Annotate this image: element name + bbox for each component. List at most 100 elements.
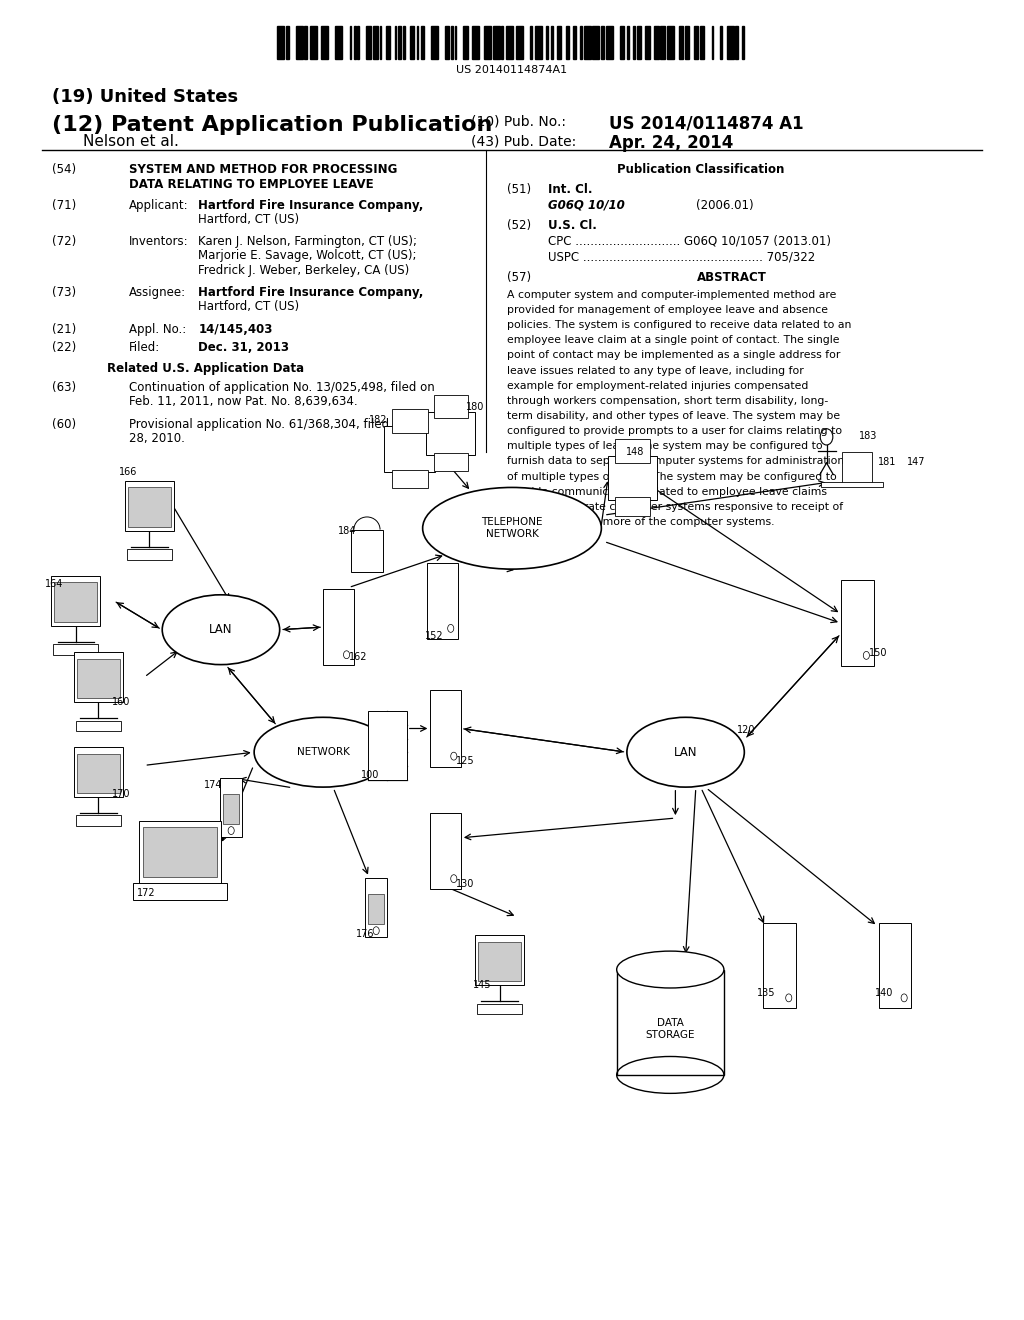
Bar <box>842 451 872 484</box>
Text: G06Q 10/10: G06Q 10/10 <box>548 199 625 213</box>
Bar <box>76 816 121 826</box>
Bar <box>529 26 532 59</box>
Text: Dec. 31, 2013: Dec. 31, 2013 <box>199 342 290 354</box>
Bar <box>223 793 240 824</box>
Ellipse shape <box>423 487 601 569</box>
Bar <box>493 26 500 59</box>
Bar <box>566 26 568 59</box>
Text: Fredrick J. Weber, Berkeley, CA (US): Fredrick J. Weber, Berkeley, CA (US) <box>199 264 410 276</box>
Text: 130: 130 <box>456 879 474 888</box>
Text: Filed:: Filed: <box>129 342 161 354</box>
Text: of multiple types of leave. The system may be configured to: of multiple types of leave. The system m… <box>507 471 837 482</box>
Bar <box>304 26 307 59</box>
Text: data from one or more of the computer systems.: data from one or more of the computer sy… <box>507 517 774 527</box>
Text: (57): (57) <box>507 272 531 284</box>
Text: Related U.S. Application Data: Related U.S. Application Data <box>108 362 304 375</box>
Text: term disability, and other types of leave. The system may be: term disability, and other types of leav… <box>507 411 840 421</box>
Bar <box>721 26 722 59</box>
Text: TELEPHONE
NETWORK: TELEPHONE NETWORK <box>481 517 543 539</box>
Text: 164: 164 <box>45 578 63 589</box>
Text: (19) United States: (19) United States <box>52 88 239 107</box>
Text: provided for management of employee leave and absence: provided for management of employee leav… <box>507 305 827 315</box>
Text: Hartford, CT (US): Hartford, CT (US) <box>199 214 300 227</box>
Ellipse shape <box>254 717 392 787</box>
Bar <box>127 549 172 560</box>
Bar <box>384 426 435 473</box>
Bar <box>455 26 457 59</box>
Bar <box>735 26 738 59</box>
Text: Apr. 24, 2014: Apr. 24, 2014 <box>609 135 733 152</box>
Bar <box>464 26 468 59</box>
Text: 170: 170 <box>112 789 130 800</box>
Bar <box>615 440 649 463</box>
Text: 176: 176 <box>355 929 374 939</box>
Bar <box>685 26 689 59</box>
Bar <box>557 26 561 59</box>
Text: (54): (54) <box>52 164 77 177</box>
Text: Karen J. Nelson, Farmington, CT (US);: Karen J. Nelson, Farmington, CT (US); <box>199 235 418 248</box>
Text: (52): (52) <box>507 219 531 232</box>
Bar <box>605 26 612 59</box>
Bar <box>821 482 883 487</box>
Bar <box>392 409 428 433</box>
Bar <box>627 26 629 59</box>
Text: Provisional application No. 61/368,304, filed on Jul.: Provisional application No. 61/368,304, … <box>129 417 429 430</box>
Bar <box>477 1003 522 1014</box>
Text: (21): (21) <box>52 323 77 335</box>
Bar <box>506 26 513 59</box>
Bar <box>433 453 468 471</box>
Text: 152: 152 <box>425 631 443 642</box>
Bar <box>324 589 353 665</box>
Bar <box>700 26 705 59</box>
Text: Nelson et al.: Nelson et al. <box>83 135 179 149</box>
Bar <box>679 26 683 59</box>
Bar <box>128 487 171 527</box>
Text: policies. The system is configured to receive data related to an: policies. The system is configured to re… <box>507 321 851 330</box>
Bar <box>668 26 675 59</box>
Text: employee leave claim at a single point of contact. The single: employee leave claim at a single point o… <box>507 335 840 346</box>
Bar <box>322 26 329 59</box>
Bar <box>143 828 217 878</box>
Bar <box>398 26 400 59</box>
Text: 162: 162 <box>348 652 368 663</box>
Text: Continuation of application No. 13/025,498, filed on: Continuation of application No. 13/025,4… <box>129 380 435 393</box>
Bar <box>374 26 378 59</box>
Bar <box>433 395 468 418</box>
Text: SYSTEM AND METHOD FOR PROCESSING: SYSTEM AND METHOD FOR PROCESSING <box>129 164 397 177</box>
Bar <box>431 26 438 59</box>
Bar <box>763 923 796 1008</box>
Bar <box>354 26 355 59</box>
Text: Applicant:: Applicant: <box>129 199 188 213</box>
Text: 166: 166 <box>119 467 137 477</box>
Text: provide communications related to employee leave claims: provide communications related to employ… <box>507 487 827 496</box>
Bar <box>551 26 553 59</box>
Bar <box>365 878 387 937</box>
Text: U.S. Cl.: U.S. Cl. <box>548 219 597 232</box>
Bar <box>310 26 316 59</box>
Text: 182: 182 <box>369 416 387 425</box>
Bar <box>592 26 599 59</box>
Text: Publication Classification: Publication Classification <box>617 164 784 177</box>
Bar <box>286 26 289 59</box>
Text: (12) Patent Application Publication: (12) Patent Application Publication <box>52 115 493 135</box>
Bar <box>620 26 625 59</box>
Bar <box>645 26 650 59</box>
Text: Hartford, CT (US): Hartford, CT (US) <box>199 301 300 313</box>
Text: Appl. No.:: Appl. No.: <box>129 323 186 335</box>
Text: DATA
STORAGE: DATA STORAGE <box>645 1018 695 1040</box>
Bar <box>220 777 243 837</box>
Bar <box>421 26 424 59</box>
Bar <box>51 576 100 626</box>
Text: (63): (63) <box>52 380 77 393</box>
Text: 135: 135 <box>757 989 775 998</box>
Bar <box>660 26 665 59</box>
Text: between separate computer systems responsive to receipt of: between separate computer systems respon… <box>507 502 843 512</box>
Bar <box>77 754 120 793</box>
Bar <box>380 26 381 59</box>
Bar <box>386 26 390 59</box>
Bar <box>410 26 414 59</box>
Bar <box>417 26 419 59</box>
Text: 183: 183 <box>859 432 878 441</box>
Text: 120: 120 <box>736 725 755 735</box>
Text: 160: 160 <box>112 697 130 708</box>
